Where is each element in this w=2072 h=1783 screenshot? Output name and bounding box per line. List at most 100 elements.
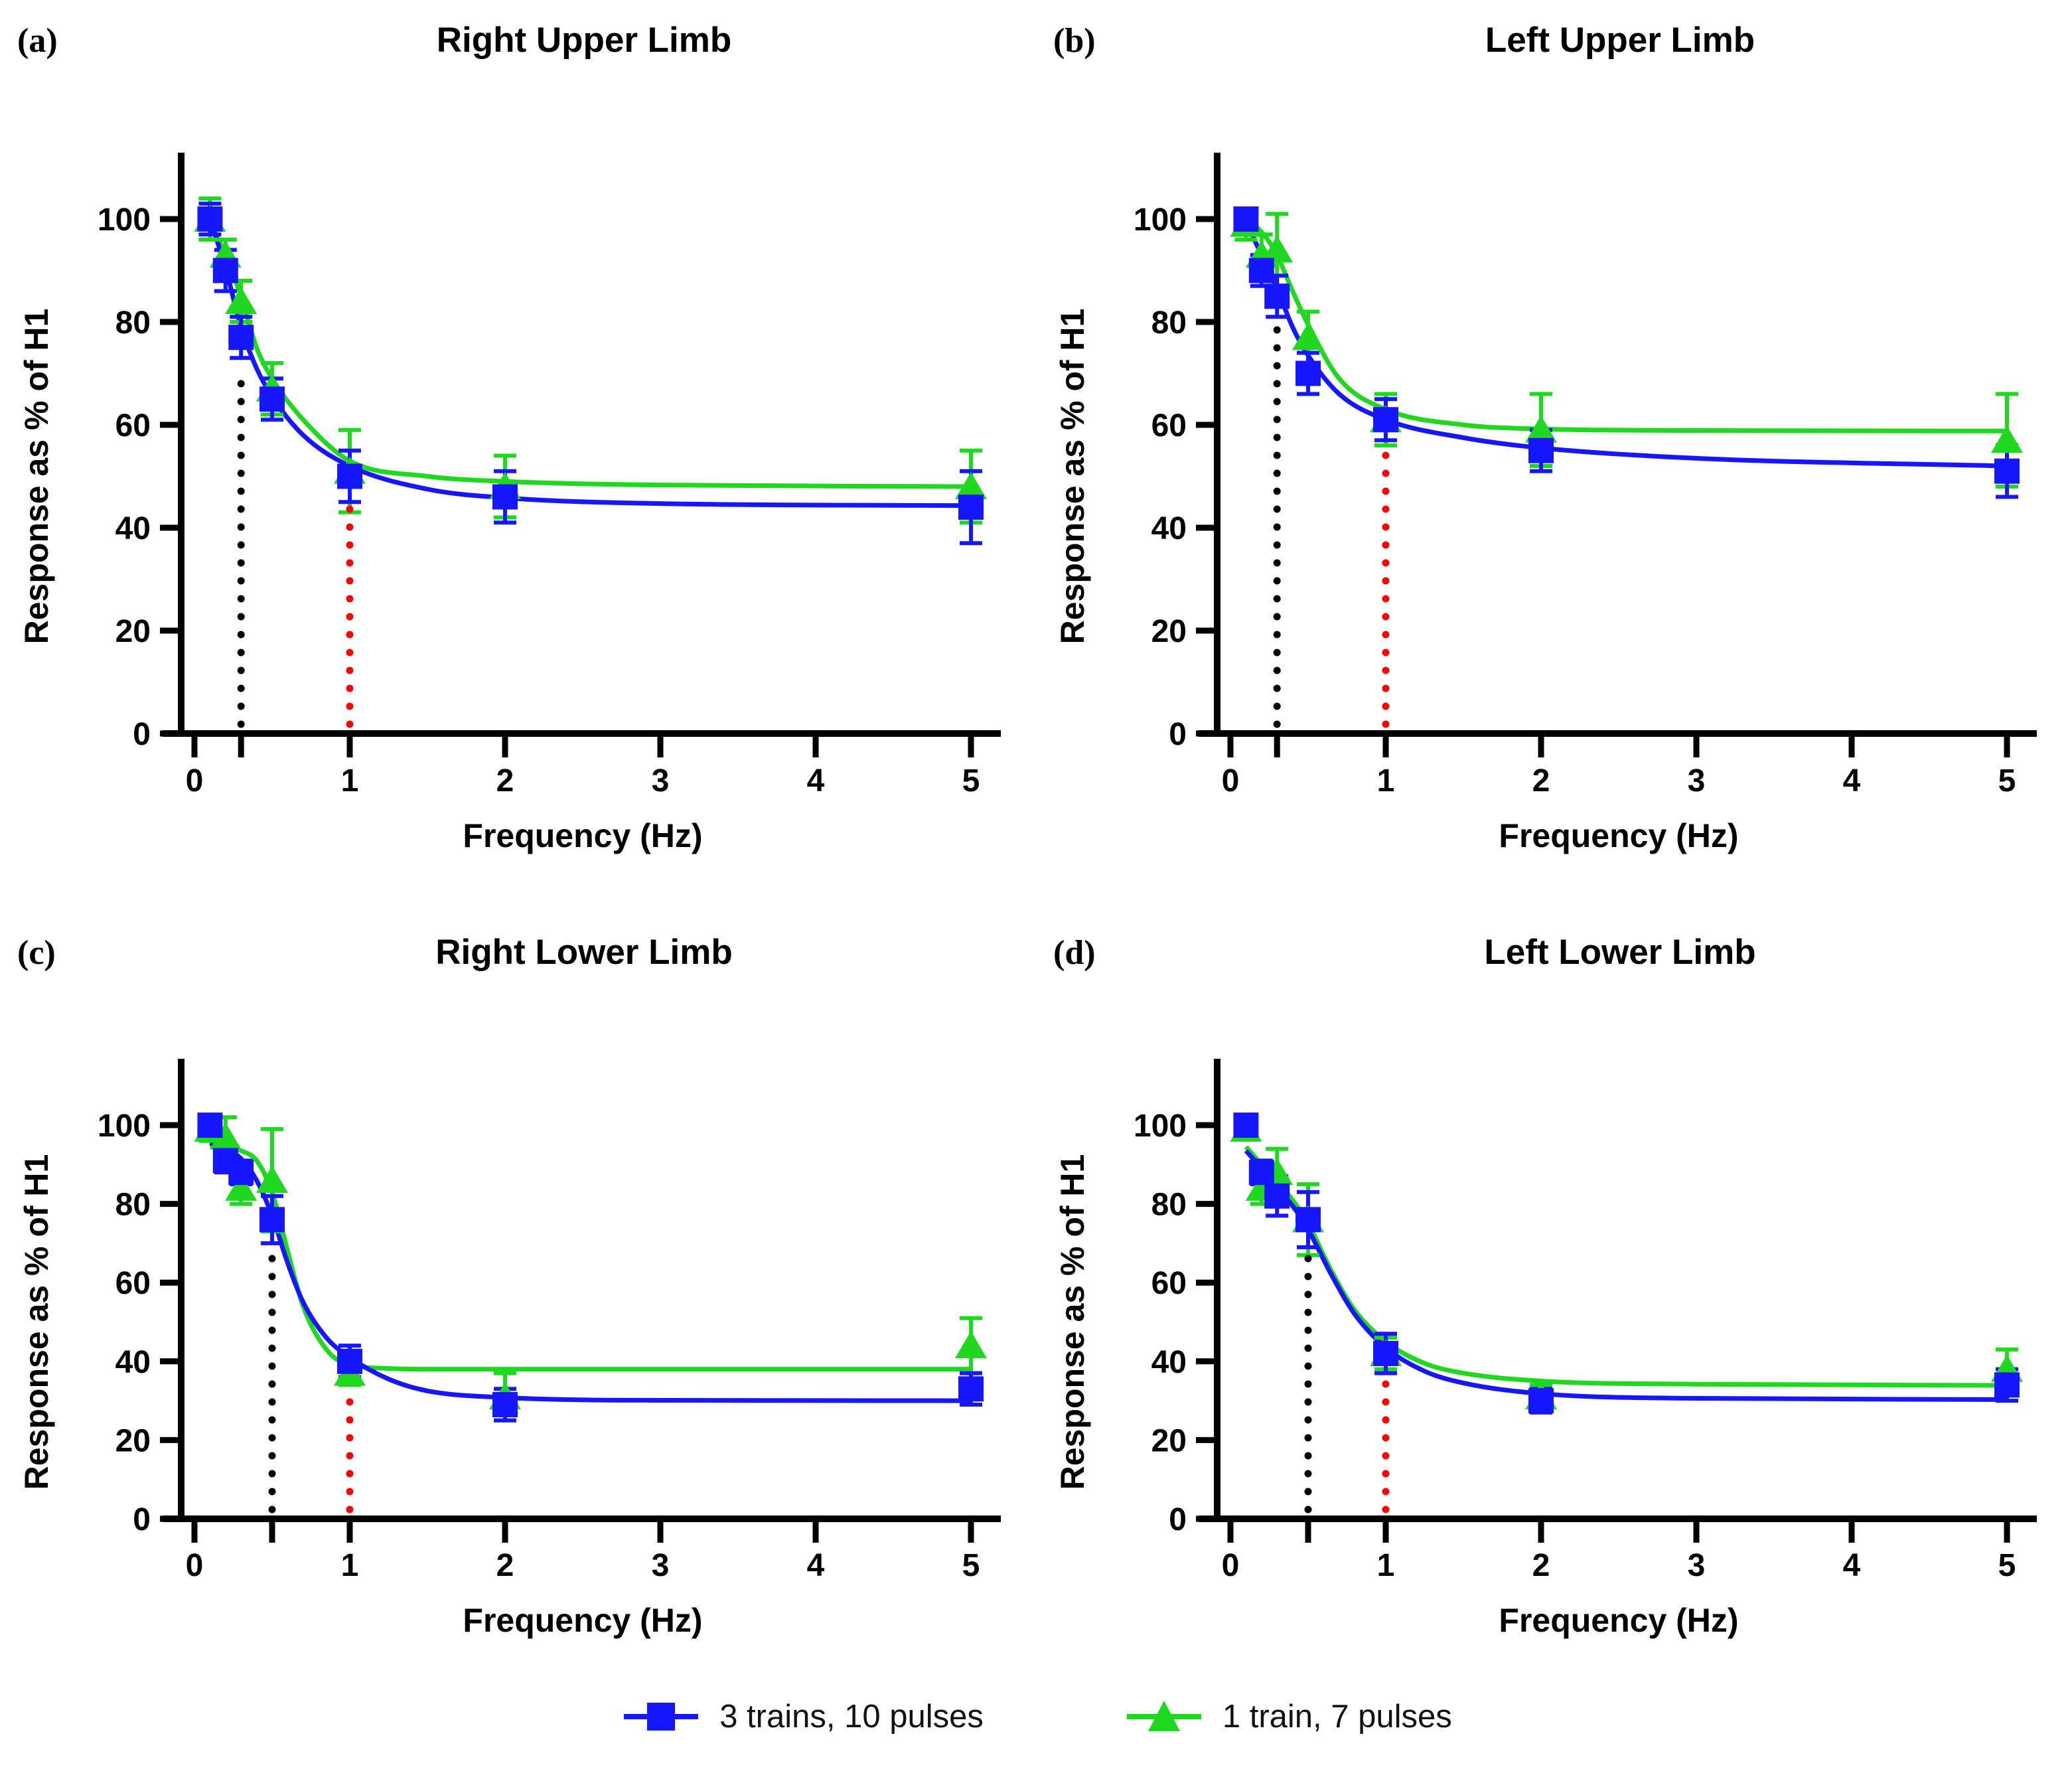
y-tick-label: 80 — [1151, 1188, 1187, 1223]
green-fit-curve — [208, 220, 972, 489]
x-tick-label: 4 — [1843, 1548, 1861, 1583]
red-dotted-line-dot — [1382, 1470, 1390, 1478]
red-dotted-line-dot — [1382, 469, 1390, 477]
blue-square-marker — [1373, 407, 1398, 433]
blue-square-marker — [228, 325, 254, 350]
green-triangle-marker — [1525, 415, 1557, 443]
black-dotted-line-dot — [237, 577, 245, 585]
panel-title: Left Lower Limb — [1484, 933, 1755, 972]
black-dotted-line-dot — [237, 720, 245, 728]
y-tick-label: 0 — [1169, 1502, 1187, 1537]
y-tick-label: 40 — [1151, 1345, 1187, 1380]
black-dotted-line-dot — [237, 702, 245, 710]
y-tick-label: 20 — [115, 614, 151, 649]
green-triangle-marker — [955, 472, 987, 499]
black-dotted-line-dot — [1304, 1470, 1312, 1478]
red-dotted-line-dot — [1382, 684, 1390, 692]
black-dotted-line-dot — [1304, 1416, 1312, 1424]
panel-a: (a) Right Upper Limb 0 20 40 60 80 100 0 1 2 3 4 5 Fre… — [17, 21, 1001, 854]
black-dotted-line-dot — [1273, 577, 1281, 585]
x-axis-label: Frequency (Hz) — [1499, 817, 1738, 854]
legend-label-1-train-7-pulses: 1 train, 7 pulses — [1222, 1699, 1452, 1735]
black-dotted-line-dot — [1273, 720, 1281, 728]
red-dotted-line-dot — [346, 1452, 354, 1460]
black-dotted-line-dot — [1304, 1344, 1312, 1352]
green-triangle-marker — [1991, 426, 2023, 453]
y-tick-label: 40 — [115, 511, 151, 546]
red-dotted-line-dot — [1382, 523, 1390, 531]
legend-label-3-trains-10-pulses: 3 trains, 10 pulses — [719, 1699, 984, 1735]
red-dotted-line-dot — [346, 649, 354, 657]
black-dotted-line-dot — [237, 469, 245, 477]
red-dotted-line-dot — [346, 684, 354, 692]
black-dotted-line-dot — [1304, 1434, 1312, 1442]
panel-letter: (b) — [1053, 22, 1096, 60]
blue-square-marker — [1233, 1113, 1259, 1138]
black-dotted-line-dot — [1273, 541, 1281, 549]
green-triangle-marker — [225, 1173, 258, 1201]
red-dotted-line-dot — [346, 666, 354, 674]
x-tick-label: 5 — [1998, 763, 2016, 799]
red-dotted-line-dot — [1382, 720, 1390, 728]
y-tick-label: 20 — [1151, 1423, 1187, 1458]
red-dotted-line-dot — [346, 720, 354, 728]
red-dotted-line-dot — [1382, 541, 1390, 549]
panel-letter: (d) — [1053, 934, 1096, 972]
red-dotted-line-dot — [346, 631, 354, 639]
black-dotted-line-dot — [1273, 326, 1281, 334]
blue-square-marker — [1295, 360, 1321, 386]
blue-square-marker — [1528, 437, 1554, 463]
green-triangle-marker — [955, 1331, 987, 1359]
red-dotted-line-dot — [1382, 613, 1390, 621]
black-dotted-line-dot — [1304, 1488, 1312, 1496]
black-dotted-line-dot — [268, 1273, 276, 1280]
black-dotted-line-dot — [1273, 487, 1281, 495]
blue-square-marker — [197, 206, 223, 232]
black-dotted-line-dot — [237, 523, 245, 531]
legend-blue-square-icon — [624, 1703, 699, 1731]
y-tick-label: 20 — [1151, 614, 1187, 649]
red-dotted-line-dot — [346, 1488, 354, 1496]
black-dotted-line-dot — [237, 613, 245, 621]
black-dotted-line-dot — [237, 559, 245, 567]
red-dotted-line-dot — [346, 505, 354, 513]
red-dotted-line-dot — [346, 577, 354, 585]
red-dotted-line-dot — [346, 541, 354, 549]
green-triangle-marker — [1292, 323, 1324, 350]
blue-square-marker — [958, 1376, 984, 1402]
y-axis-label: Response as % of H1 — [18, 309, 55, 645]
y-tick-label: 100 — [1134, 1109, 1187, 1144]
x-tick-label: 2 — [1532, 763, 1550, 799]
y-tick-label: 100 — [98, 1109, 151, 1144]
black-dotted-line-dot — [268, 1362, 276, 1370]
black-dotted-line-dot — [1273, 505, 1281, 513]
y-tick-label: 80 — [1151, 305, 1187, 341]
red-dotted-line-dot — [346, 559, 354, 567]
y-axis-label: Response as % of H1 — [18, 1154, 55, 1490]
black-dotted-line-dot — [237, 684, 245, 692]
blue-square-marker — [259, 1207, 285, 1233]
black-dotted-line-dot — [237, 541, 245, 549]
legend: 3 trains, 10 pulses 1 train, 7 pulses — [0, 1697, 2072, 1737]
blue-square-marker — [259, 386, 285, 412]
red-dotted-line-dot — [1382, 595, 1390, 603]
y-tick-label: 60 — [1151, 1266, 1187, 1301]
y-tick-label: 20 — [115, 1423, 151, 1458]
y-tick-label: 60 — [115, 1266, 151, 1301]
green-triangle-marker — [225, 287, 258, 314]
red-dotted-line-dot — [1382, 1398, 1390, 1406]
panel-title: Right Lower Limb — [435, 933, 733, 972]
black-dotted-line-dot — [1304, 1326, 1312, 1334]
black-dotted-line-dot — [1273, 451, 1281, 459]
panel-letter: (a) — [17, 22, 58, 60]
black-dotted-line-dot — [237, 595, 245, 603]
blue-square-marker — [1373, 1340, 1398, 1366]
y-tick-label: 0 — [133, 1502, 151, 1537]
x-tick-label: 2 — [496, 1548, 514, 1583]
black-dotted-line-dot — [237, 380, 245, 388]
red-dotted-line-dot — [1382, 1452, 1390, 1460]
x-tick-label: 0 — [1222, 763, 1240, 799]
x-tick-label: 3 — [1688, 1548, 1706, 1583]
black-dotted-line-dot — [1273, 595, 1281, 603]
